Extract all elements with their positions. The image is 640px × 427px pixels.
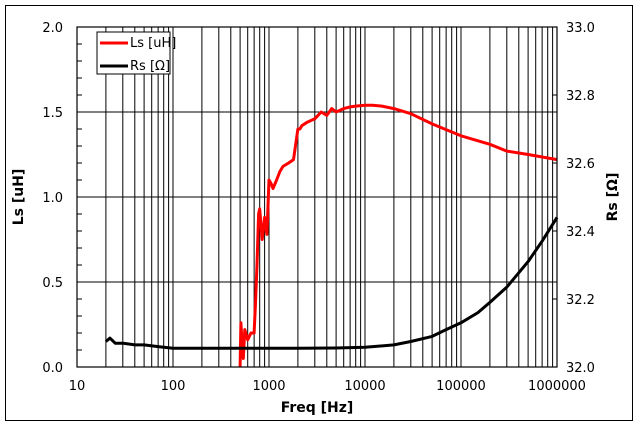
grid-lines — [77, 27, 557, 367]
y-tick-label: 1.0 — [42, 191, 63, 206]
y-tick-label: 1.5 — [42, 106, 63, 121]
y-tick-label: 0.0 — [42, 361, 63, 376]
x-axis-label: Freq [Hz] — [281, 400, 354, 416]
y2-tick-label: 32.4 — [566, 225, 595, 240]
legend-rs-label: Rs [Ω] — [130, 59, 170, 74]
y2-tick-label: 32.2 — [566, 293, 595, 308]
axis-ticks: 0.0 0.5 1.0 1.5 2.0 32.0 32.2 32.4 32.6 32.8 33.0 1… — [42, 21, 595, 394]
y-axis-label: Ls [uH] — [11, 169, 27, 226]
series-lines — [104, 103, 559, 368]
y2-axis-label: Rs [Ω] — [605, 173, 621, 222]
x-tick-label: 10 — [69, 379, 86, 394]
y2-tick-label: 32.0 — [566, 361, 595, 376]
legend: Ls [uH] Rs [Ω] — [96, 31, 176, 75]
y-tick-label: 2.0 — [42, 21, 63, 36]
series-line-1 — [104, 216, 559, 350]
x-tick-label: 100000 — [436, 379, 486, 394]
x-tick-label: 1000 — [252, 379, 285, 394]
series-line-0 — [238, 103, 558, 368]
plot-area-border — [76, 26, 558, 368]
legend-ls-label: Ls [uH] — [130, 36, 176, 51]
y2-tick-label: 32.6 — [566, 157, 595, 172]
y2-tick-label: 33.0 — [566, 21, 595, 36]
y2-tick-label: 32.8 — [566, 89, 595, 104]
x-tick-label: 10000 — [344, 379, 385, 394]
x-tick-label: 100 — [161, 379, 186, 394]
x-tick-label: 1000000 — [528, 379, 586, 394]
y-tick-label: 0.5 — [42, 276, 63, 291]
